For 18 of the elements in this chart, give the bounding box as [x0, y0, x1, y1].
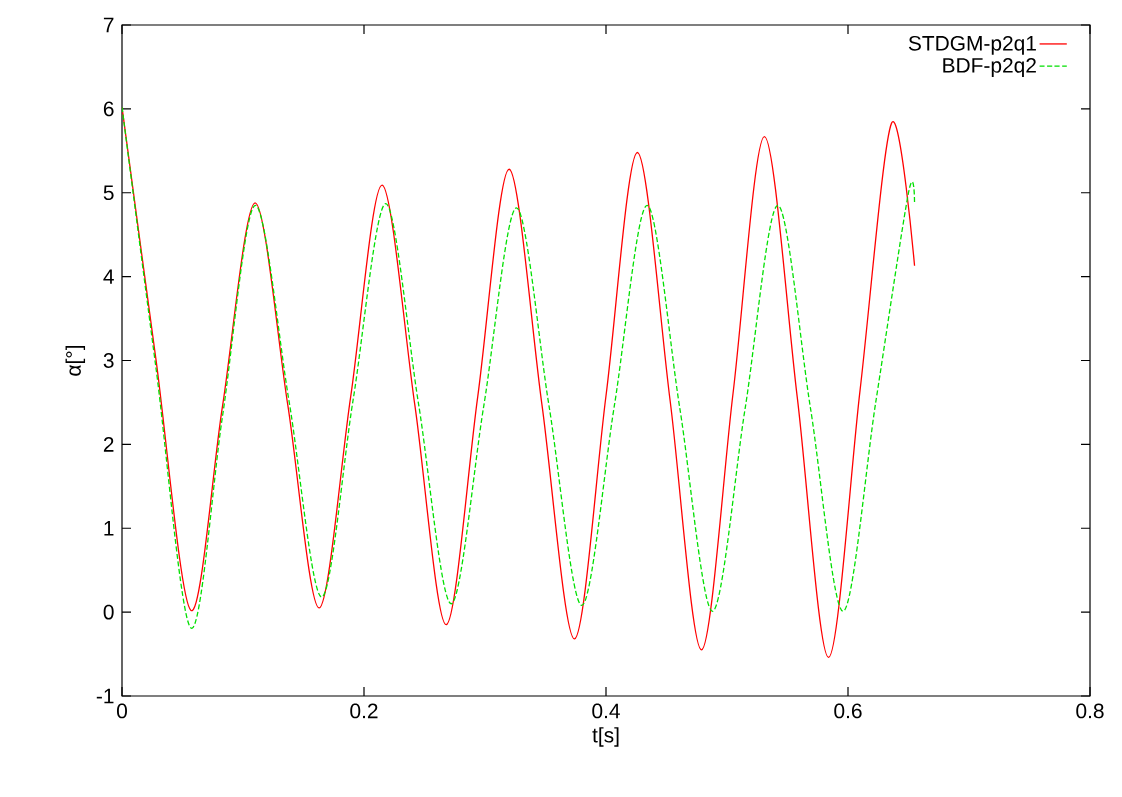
y-tick-label: 5: [103, 185, 114, 201]
y-tick-label: 6: [103, 101, 114, 117]
y-tick-label: 3: [103, 353, 114, 368]
x-tick-label: 0.8: [1076, 703, 1104, 719]
y-tick-label: 7: [103, 17, 114, 33]
y-tick-label: 0: [103, 604, 114, 620]
legend-label: STDGM-p2q1: [908, 35, 1036, 55]
x-tick-label: 0.6: [834, 703, 862, 719]
x-tick-label: 0: [117, 703, 127, 719]
x-tick-label: 0.2: [350, 703, 378, 719]
y-tick-label: 4: [103, 269, 114, 284]
x-axis-title: t[s]: [592, 727, 619, 747]
legend-label: BDF-p2q2: [943, 57, 1036, 77]
y-axis-title: α[°]: [65, 345, 86, 376]
y-tick-label: 2: [103, 437, 114, 452]
y-tick-label: -1: [96, 688, 114, 704]
y-tick-label: 1: [104, 521, 114, 536]
x-tick-label: 0.4: [592, 703, 620, 719]
